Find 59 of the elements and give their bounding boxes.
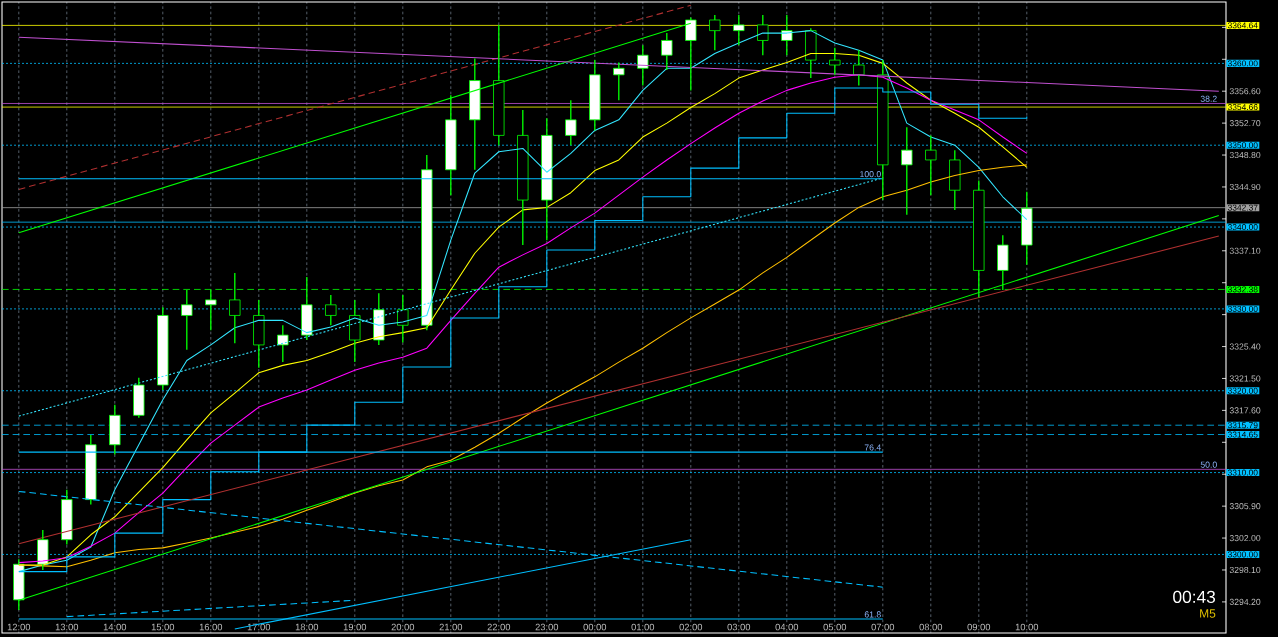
x-tick-label: 21:00 bbox=[439, 623, 463, 631]
x-tick-label: 16:00 bbox=[199, 623, 223, 631]
ref-line-label: 3364.64 bbox=[1227, 22, 1258, 29]
x-tick-label: 03:00 bbox=[727, 623, 751, 631]
ref-line-label: 3340.00 bbox=[1227, 224, 1258, 231]
y-tick-label: 3294.20 bbox=[1229, 598, 1261, 605]
annotation: 50.0 bbox=[1200, 461, 1217, 468]
y-tick-label: 3352.70 bbox=[1229, 120, 1261, 127]
annotation: M5 bbox=[1200, 609, 1216, 618]
x-tick-label: 12:00 bbox=[7, 623, 31, 631]
y-tick-label: 3302.00 bbox=[1229, 535, 1261, 542]
x-tick-label: 18:00 bbox=[295, 623, 319, 631]
candlestick bbox=[469, 57, 481, 171]
y-tick-label: 3356.60 bbox=[1229, 88, 1261, 95]
annotation: 00:43 bbox=[1173, 590, 1216, 604]
ref-line-label: 3354.66 bbox=[1227, 104, 1258, 111]
candlestick bbox=[901, 126, 913, 216]
x-tick-label: 19:00 bbox=[343, 623, 367, 631]
x-tick-label: 02:00 bbox=[679, 623, 703, 631]
annotation: 100.0 bbox=[860, 171, 881, 178]
candlestick bbox=[805, 27, 817, 79]
x-tick-label: 20:00 bbox=[391, 623, 415, 631]
ref-line-label: 3330.00 bbox=[1227, 305, 1258, 312]
y-tick-label: 3348.80 bbox=[1229, 151, 1261, 159]
x-tick-label: 09:00 bbox=[967, 623, 991, 631]
y-tick-label: 3337.10 bbox=[1229, 247, 1261, 254]
x-tick-label: 13:00 bbox=[55, 623, 79, 631]
x-tick-label: 15:00 bbox=[151, 623, 175, 631]
annotation: 76.4 bbox=[864, 444, 881, 451]
ref-line-label: 3320.00 bbox=[1227, 387, 1258, 394]
ref-line-label: 3350.00 bbox=[1227, 142, 1258, 149]
x-tick-label: 05:00 bbox=[823, 623, 847, 631]
ref-line-label: 3332.38 bbox=[1227, 286, 1258, 293]
x-tick-label: 23:00 bbox=[535, 623, 559, 631]
y-tick-label: 3344.90 bbox=[1229, 183, 1261, 191]
x-tick-label: 17:00 bbox=[247, 623, 271, 631]
x-tick-label: 14:00 bbox=[103, 623, 127, 631]
y-tick-label: 3321.50 bbox=[1229, 375, 1261, 382]
x-tick-label: 04:00 bbox=[775, 623, 799, 631]
y-tick-label: 3305.90 bbox=[1229, 503, 1261, 510]
ref-line-label: 3315.79 bbox=[1227, 422, 1258, 429]
ref-line-label: 3360.00 bbox=[1227, 60, 1258, 67]
annotation: 38.2 bbox=[1200, 95, 1217, 102]
x-tick-label: 08:00 bbox=[919, 623, 943, 631]
ref-line-label: 3314.65 bbox=[1227, 431, 1258, 438]
ref-line-label: 3300.00 bbox=[1227, 551, 1258, 558]
y-tick-label: 3317.60 bbox=[1229, 407, 1261, 414]
x-tick-label: 01:00 bbox=[631, 623, 655, 631]
x-tick-label: 10:00 bbox=[1015, 623, 1039, 631]
y-tick-label: 3298.10 bbox=[1229, 566, 1261, 574]
candlestick bbox=[445, 94, 457, 196]
annotation: 61.8 bbox=[864, 611, 881, 618]
ref-line-label: 3342.37 bbox=[1227, 204, 1258, 211]
ref-line-label: 3310.00 bbox=[1227, 469, 1258, 476]
x-tick-label: 00:00 bbox=[583, 623, 607, 631]
x-tick-label: 22:00 bbox=[487, 623, 511, 631]
x-tick-label: 07:00 bbox=[871, 623, 895, 631]
candlestick bbox=[517, 109, 529, 246]
y-tick-label: 3325.40 bbox=[1229, 343, 1261, 350]
